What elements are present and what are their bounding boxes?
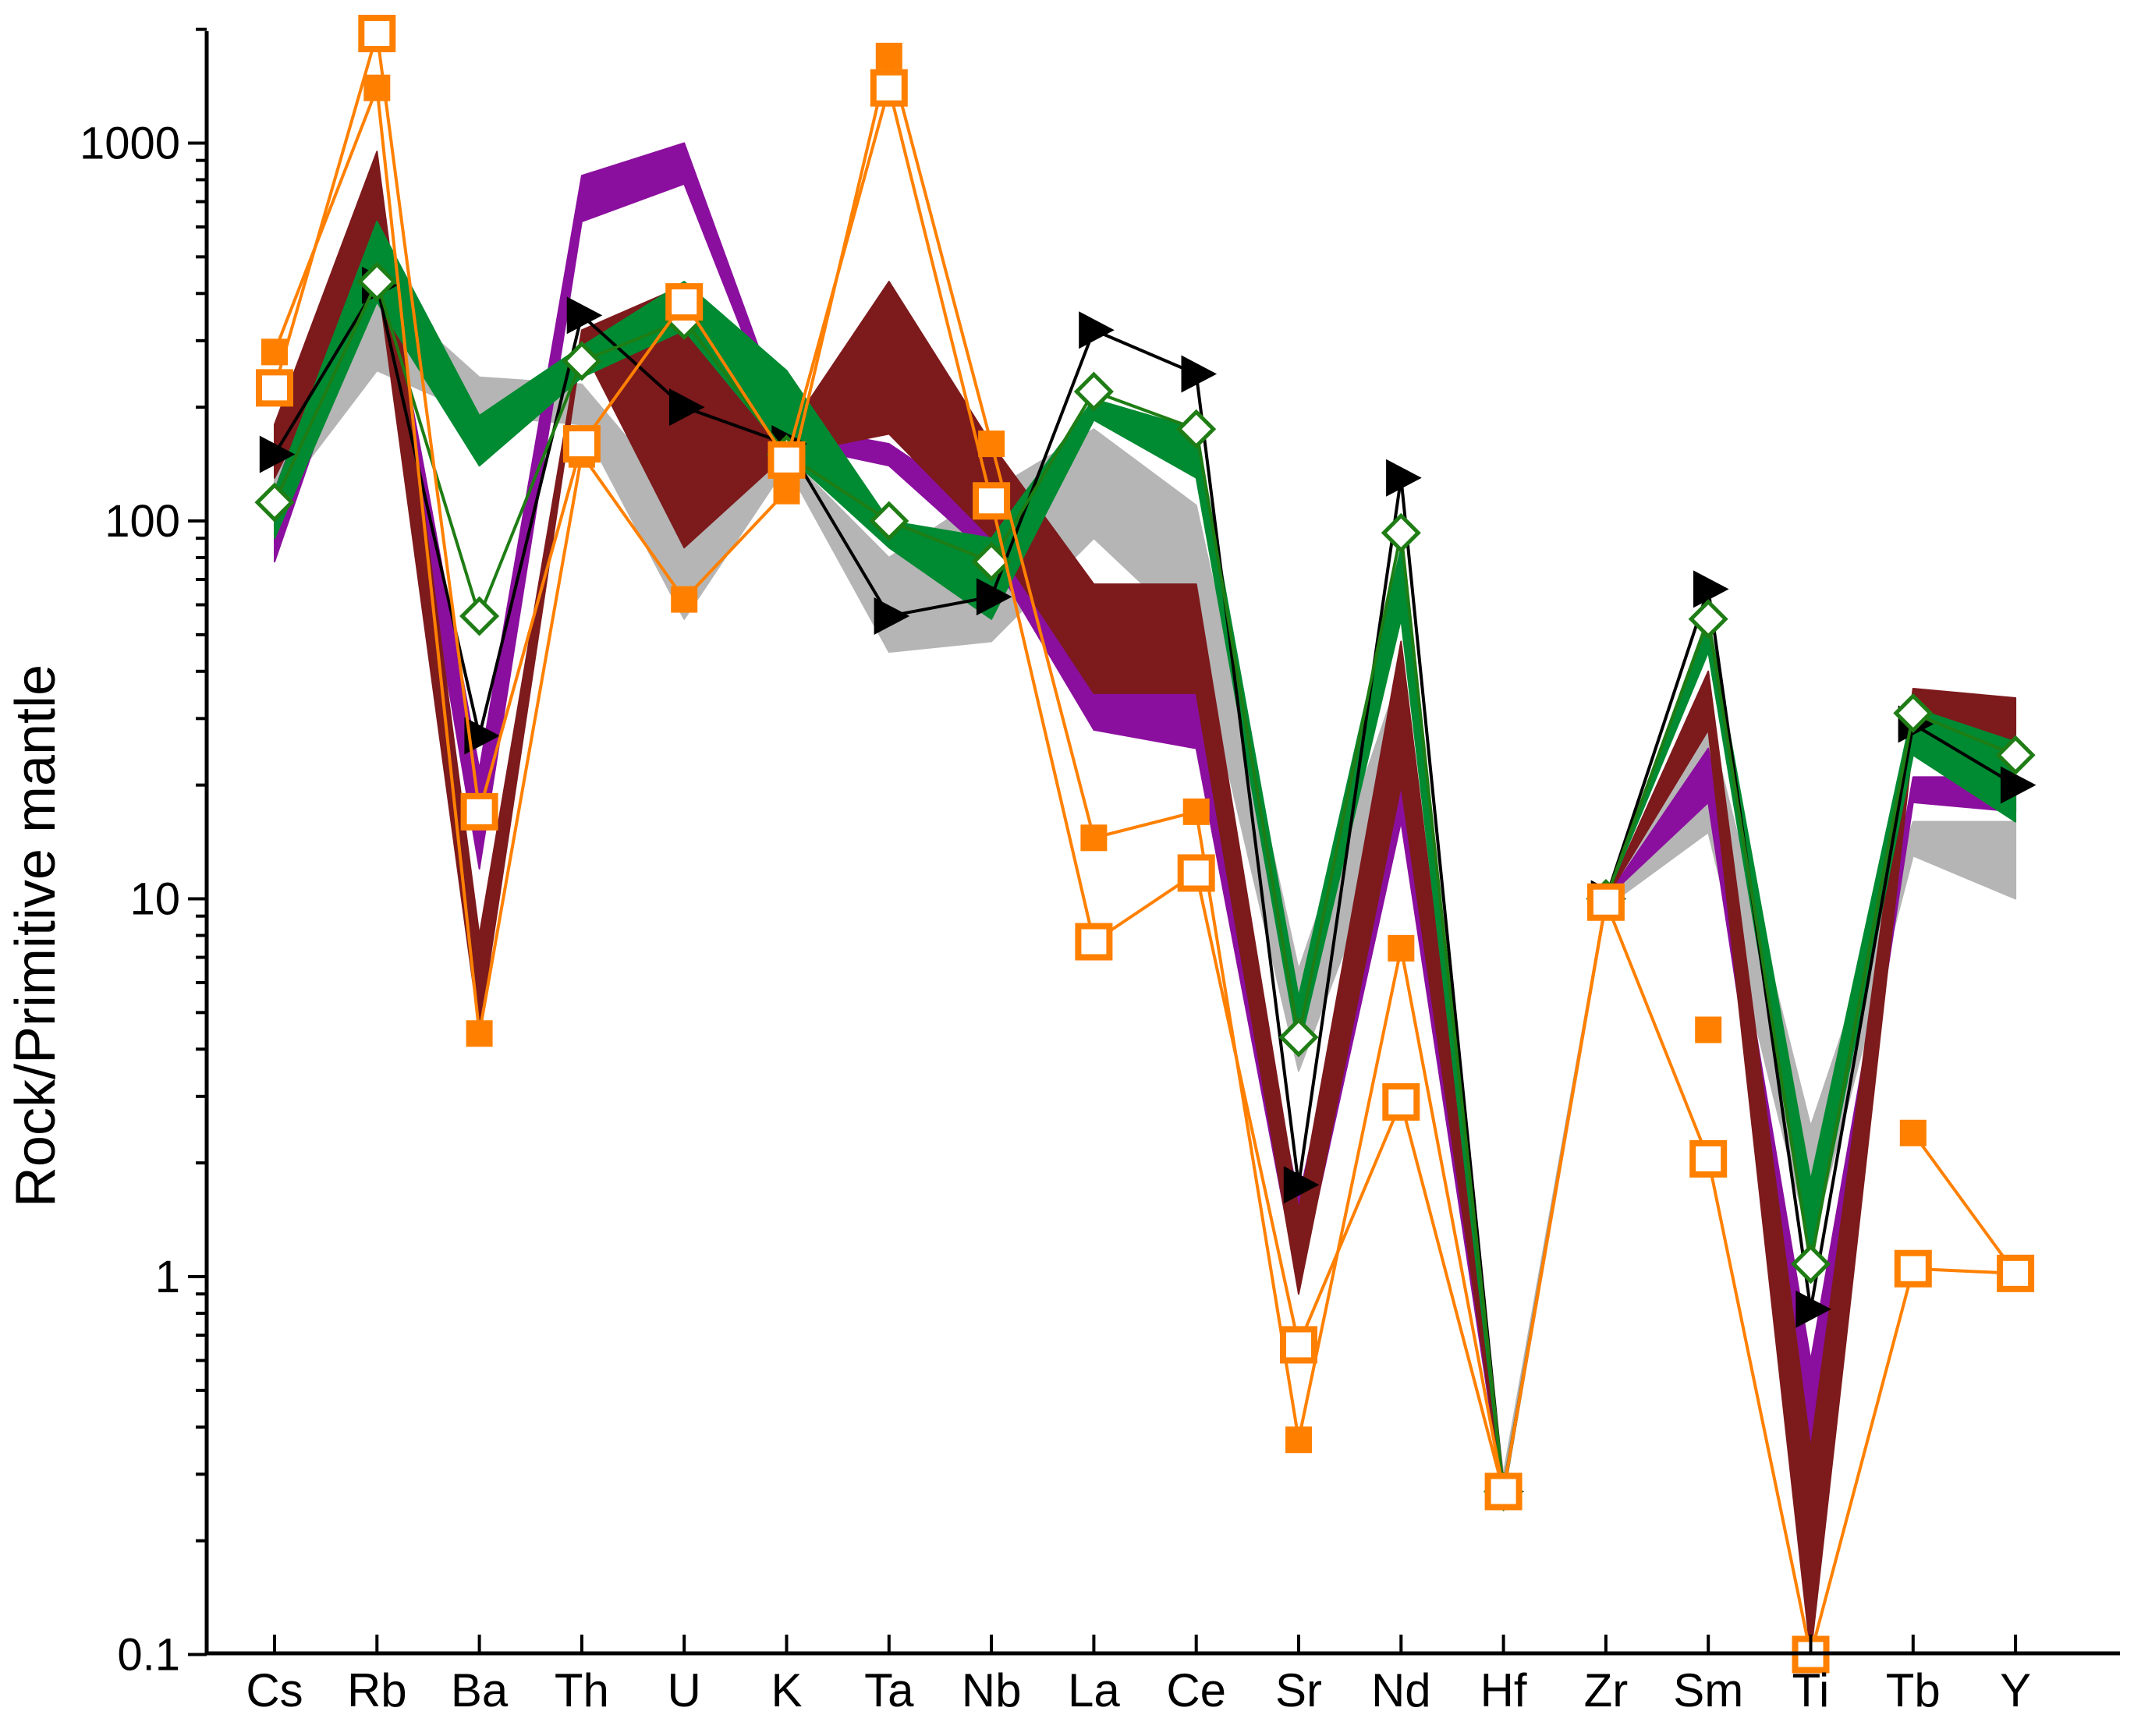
data-point-Sr: [1280, 1326, 1317, 1364]
axes-layer: 0.1 1 10 100 1000 Cs Rb Ba Th U K Ta Nb La Ce Sr Nd Hf Zr S…: [80, 27, 2120, 1717]
data-point-Y: [2000, 766, 2037, 804]
data-point-Nd: [1388, 934, 1415, 962]
series-layer: [254, 14, 2037, 1674]
x-tick-label-Th: Th: [555, 1664, 609, 1717]
y-tick-label: 1: [155, 1252, 180, 1302]
data-point-Ta: [875, 42, 902, 69]
data-point-Ta: [869, 501, 909, 541]
data-point-Sr: [1278, 1017, 1319, 1058]
x-tick-label-K: K: [771, 1664, 802, 1717]
y-tick-label: 1000: [80, 119, 180, 169]
x-tick-label-Hf: Hf: [1480, 1664, 1527, 1717]
series-orange-open-squares: [256, 14, 2035, 1674]
data-point-Nd: [1382, 1082, 1420, 1121]
y-tick-label: 100: [105, 496, 180, 547]
data-point-Ce: [1182, 798, 1210, 825]
data-point-K: [767, 441, 806, 479]
data-point-Sm: [1695, 1016, 1722, 1043]
data-point-Tb: [1893, 693, 1934, 733]
data-point-Ti: [1790, 1244, 1831, 1284]
data-point-Ta: [870, 69, 908, 107]
data-point-Sr: [1285, 1426, 1312, 1454]
x-tick-label-Nb: Nb: [962, 1664, 1022, 1717]
data-point-Th: [566, 296, 603, 335]
data-point-Sm: [1693, 570, 1729, 608]
data-point-Cs: [254, 482, 295, 523]
data-point-Nb: [973, 482, 1011, 520]
x-tick-label-U: U: [668, 1664, 701, 1717]
data-point-Tb: [1899, 1119, 1927, 1146]
x-tick-label-Zr: Zr: [1584, 1664, 1629, 1717]
data-point-Sm: [1688, 599, 1728, 639]
data-point-Nd: [1381, 512, 1421, 553]
data-point-La: [1075, 923, 1113, 961]
y-tick-label: 10: [129, 874, 180, 925]
data-point-Ta: [874, 597, 910, 636]
data-point-Sr: [1283, 1166, 1320, 1204]
data-point-Rb: [358, 14, 396, 52]
x-tick-label-La: La: [1068, 1664, 1120, 1717]
data-point-U: [665, 283, 704, 321]
data-point-La: [1073, 371, 1114, 412]
data-point-Cs: [256, 369, 293, 407]
data-point-Th: [562, 425, 601, 463]
data-point-Ba: [464, 717, 500, 755]
data-point-La: [1080, 824, 1108, 852]
data-point-Y: [1995, 735, 2036, 775]
data-point-U: [671, 586, 698, 613]
data-point-Tb: [1894, 1249, 1932, 1288]
data-point-La: [1079, 311, 1115, 349]
x-tick-label-Ce: Ce: [1166, 1664, 1226, 1717]
x-tick-label-Rb: Rb: [347, 1664, 407, 1717]
data-point-Nd: [1386, 459, 1422, 497]
x-tick-label-Y: Y: [2000, 1664, 2031, 1717]
data-point-Sm: [1689, 1139, 1728, 1178]
data-point-Nb: [978, 430, 1005, 458]
data-point-K: [773, 477, 800, 505]
x-tick-label-Sr: Sr: [1275, 1664, 1322, 1717]
data-point-U: [669, 388, 705, 427]
x-tick-label-Ti: Ti: [1792, 1664, 1830, 1717]
data-point-Rb: [356, 261, 397, 302]
series-line: [273, 31, 2016, 1656]
data-point-Ba: [460, 792, 498, 831]
x-tick-label-Ba: Ba: [451, 1664, 509, 1717]
data-point-Ti: [1795, 1290, 1831, 1328]
data-point-Y: [1997, 1254, 2035, 1292]
data-point-Ce: [1176, 409, 1217, 449]
data-point-Ba: [466, 1020, 493, 1047]
x-tick-label-Ta: Ta: [864, 1664, 914, 1717]
y-axis-title: Rock/Primitive mantle: [5, 664, 67, 1207]
x-tick-label-Nd: Nd: [1371, 1664, 1431, 1717]
data-point-Th: [562, 341, 602, 381]
data-point-Cs: [259, 435, 296, 473]
data-point-Ce: [1177, 854, 1215, 892]
x-tick-label-Tb: Tb: [1886, 1664, 1941, 1717]
series-line: [273, 54, 1608, 1493]
y-tick-label: 0.1: [117, 1630, 180, 1681]
x-tick-label-Cs: Cs: [246, 1664, 303, 1717]
series-green-open-diamonds: [254, 261, 2036, 1512]
x-tick-label-Sm: Sm: [1673, 1664, 1743, 1717]
data-point-Zr: [1586, 883, 1625, 921]
data-point-Ce: [1181, 355, 1218, 393]
series-line: [1912, 1132, 2017, 1275]
data-point-Ba: [459, 596, 500, 636]
data-point-Nb: [976, 578, 1012, 616]
data-point-Hf: [1484, 1472, 1523, 1511]
